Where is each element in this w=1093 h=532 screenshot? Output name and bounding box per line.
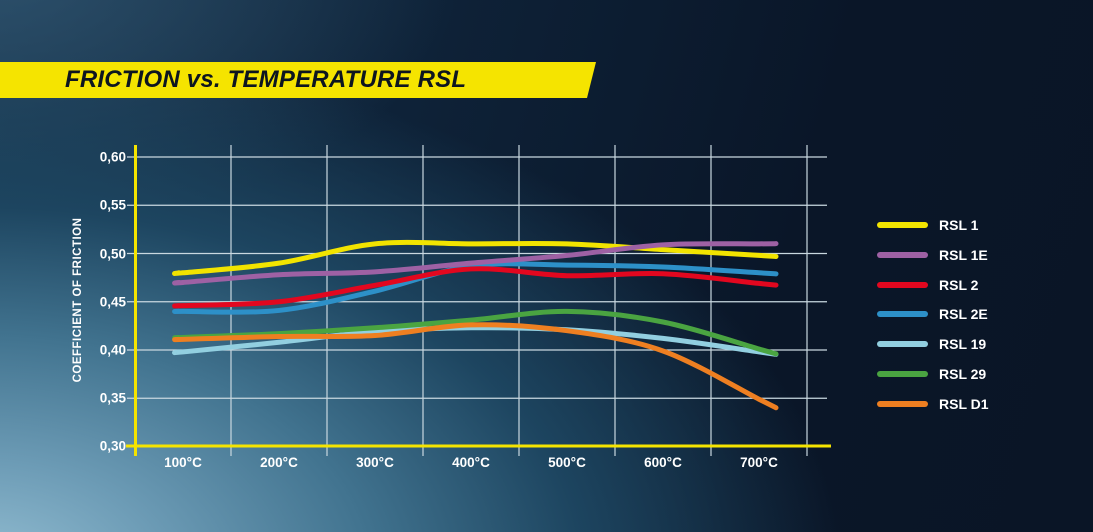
x-tick-label: 200°C [260, 455, 298, 470]
y-tick-label: 0,50 [99, 246, 126, 261]
legend-swatch-rsl-2 [877, 281, 928, 288]
legend-label: RSL 19 [939, 336, 987, 353]
x-tick-label: 700°C [740, 455, 778, 470]
legend-item-rsl-1e: RSL 1E [877, 247, 988, 263]
x-tick-label: 400°C [452, 455, 490, 470]
x-tick-label: 100°C [164, 455, 202, 470]
legend-swatch-rsl-1 [877, 222, 928, 228]
legend-label: RSL D1 [939, 395, 989, 412]
legend-swatch-rsl-2e [877, 311, 928, 318]
series-line-rsl-1 [172, 239, 779, 277]
series-line-rsl-2e [172, 261, 779, 315]
legend-item-rsl-2e: RSL 2E [877, 306, 988, 322]
legend-item-rsl-19: RSL 19 [877, 336, 986, 352]
x-tick-label: 500°C [548, 455, 586, 470]
x-tick-label: 300°C [356, 455, 394, 470]
y-tick-label: 0,60 [99, 149, 126, 165]
y-tick-label: 0,35 [99, 390, 126, 406]
legend-swatch-rsl-29 [877, 371, 928, 377]
series-line-rsl-d1 [172, 322, 779, 411]
y-tick-label: 0,55 [99, 197, 126, 213]
series-line-rsl-1e [172, 241, 779, 286]
series-line-rsl-2 [172, 266, 779, 309]
page-title: FRICTION vs. TEMPERATURE RSL [65, 66, 467, 93]
x-tick-label: 600°C [644, 455, 682, 470]
legend-item-rsl-29: RSL 29 [877, 366, 986, 382]
series-line-rsl-29 [172, 308, 779, 357]
legend-label: RSL 1 [939, 217, 979, 233]
y-tick-label: 0,45 [99, 294, 126, 310]
legend-label: RSL 29 [939, 366, 987, 382]
legend-swatch-rsl-1e [877, 251, 928, 258]
y-tick-label: 0,30 [99, 438, 126, 454]
legend-item-rsl-1: RSL 1 [877, 217, 978, 233]
legend-item-rsl-2: RSL 2 [877, 277, 978, 293]
legend-swatch-rsl-19 [877, 341, 928, 348]
legend-swatch-rsl-d1 [877, 400, 928, 407]
legend-label: RSL 2E [939, 306, 988, 323]
legend-label: RSL 2 [939, 276, 979, 293]
title-banner: FRICTION vs. TEMPERATURE RSL [0, 62, 596, 98]
y-tick-label: 0,40 [99, 342, 126, 358]
legend-item-rsl-d1: RSL D1 [877, 396, 989, 412]
series-line-rsl-19 [172, 325, 779, 357]
legend-label: RSL 1E [939, 246, 988, 263]
